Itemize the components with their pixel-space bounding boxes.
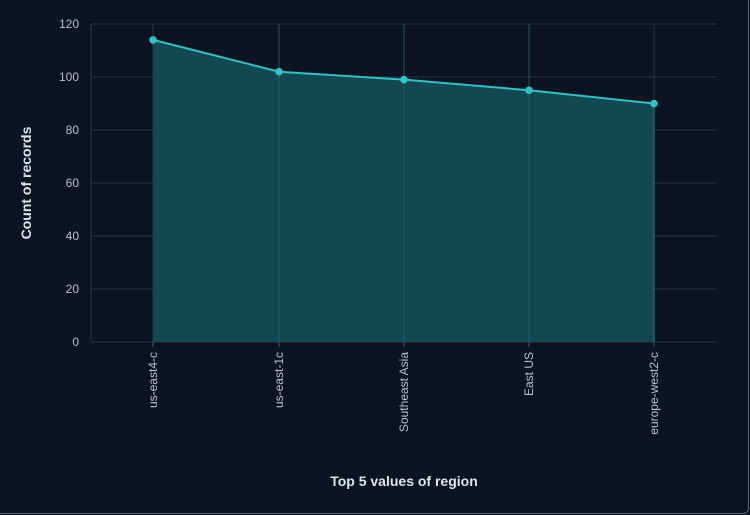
data-point: [525, 86, 533, 95]
x-axis-title: Top 5 values of region: [330, 473, 478, 489]
data-point: [400, 75, 408, 84]
x-tick-label: us-east4-c: [146, 352, 160, 408]
data-point: [149, 36, 157, 44]
area-layer: [152, 24, 655, 343]
y-tick-label: 80: [66, 123, 80, 137]
x-tick-label: Southeast Asia: [397, 352, 411, 432]
y-axis-title: Count of records: [18, 126, 34, 239]
y-tick-label: 20: [66, 282, 80, 296]
x-tick-label: East US: [522, 352, 536, 396]
y-tick-label: 0: [72, 335, 79, 349]
data-points: [149, 36, 658, 108]
y-tick-label: 120: [59, 17, 79, 31]
y-tick-label: 60: [66, 176, 80, 190]
y-tick-label: 100: [59, 70, 79, 84]
x-tick-label: europe-west2-c: [647, 352, 661, 435]
data-point: [650, 99, 658, 108]
y-tick-labels: 0 20 40 60 80 100 120: [59, 17, 79, 349]
x-tick-labels: us-east4-c us-east-1c Southeast Asia East U…: [146, 352, 661, 435]
y-tick-label: 40: [66, 229, 80, 243]
data-point: [275, 67, 283, 76]
x-tick-label: us-east-1c: [272, 352, 286, 408]
